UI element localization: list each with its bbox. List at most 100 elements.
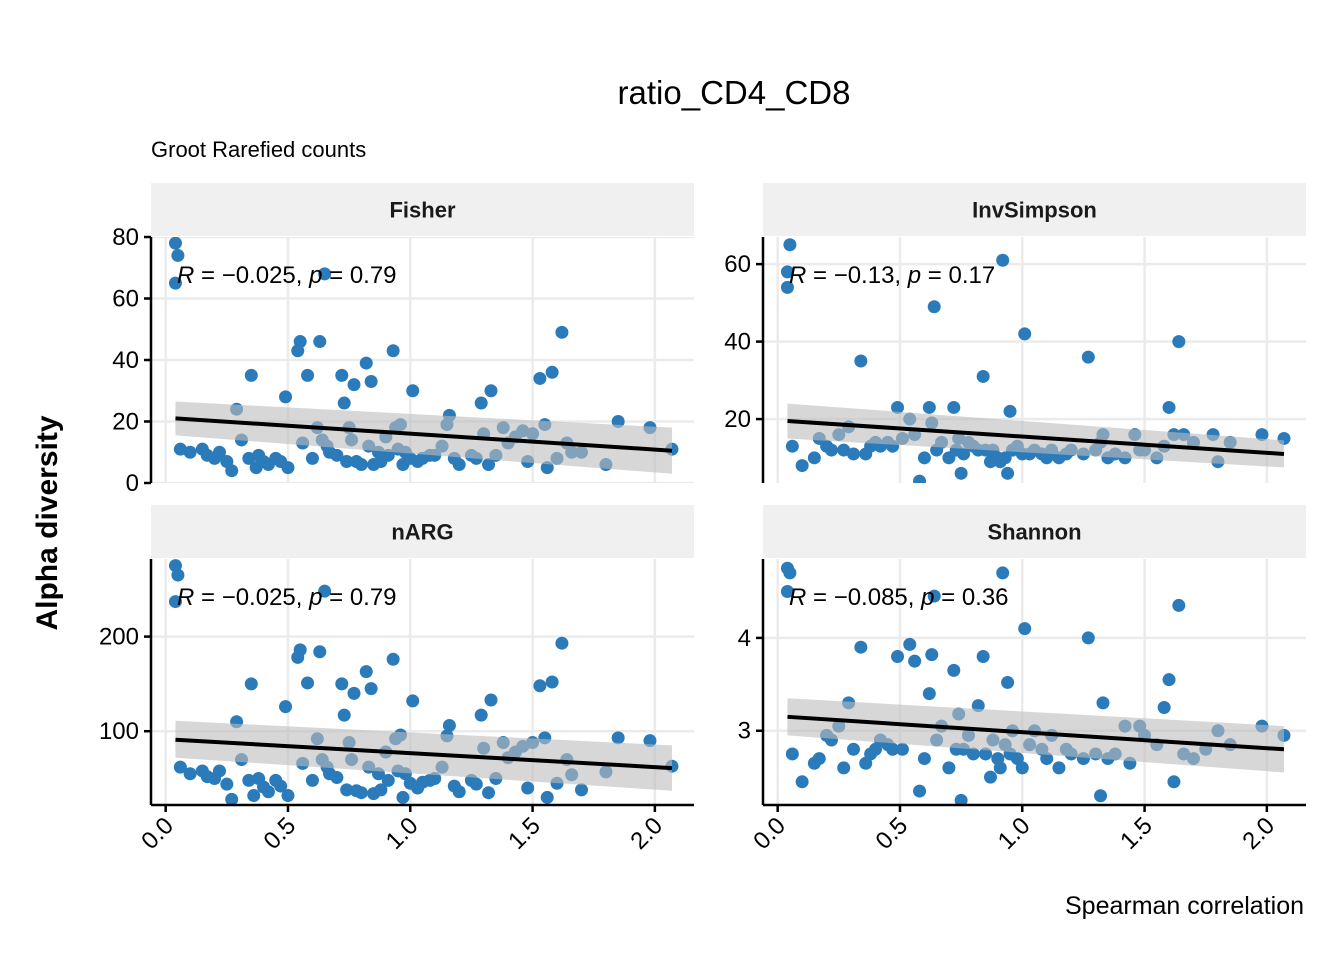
data-point (983, 770, 997, 784)
panel-invsimpson: InvSimpson R = −0.13, p = 0.17 20 40 60 (724, 183, 1306, 483)
data-point (452, 458, 466, 472)
data-point (340, 783, 354, 797)
regression-line (175, 416, 673, 453)
data-point (891, 649, 905, 663)
data-point (780, 265, 794, 279)
data-point (313, 335, 327, 349)
data-point (354, 458, 368, 472)
data-point (171, 568, 185, 582)
data-point (293, 643, 307, 657)
data-point (359, 665, 373, 679)
data-point (305, 451, 319, 465)
x-tick-label: 0.5 (259, 812, 302, 855)
data-point (574, 783, 588, 797)
y-tick-label: 20 (724, 406, 751, 433)
data-point (225, 792, 239, 805)
x-tick-label: 0.5 (871, 812, 914, 855)
confidence-band (787, 698, 1284, 773)
data-point (212, 764, 226, 778)
data-point (785, 439, 799, 453)
data-point (396, 790, 410, 804)
y-tick-label: 60 (112, 286, 139, 313)
data-point (954, 466, 968, 480)
data-point (854, 354, 868, 368)
y-tick-label: 100 (99, 718, 139, 745)
chart-subtitle: Groot Rarefied counts (151, 137, 366, 162)
data-point (1172, 598, 1186, 612)
data-point (785, 747, 799, 761)
data-point (1081, 350, 1095, 364)
data-point (183, 767, 197, 781)
y-tick-label: 60 (724, 251, 751, 278)
data-point (1255, 428, 1269, 442)
data-point (340, 454, 354, 468)
panel-narg: nARG R = −0.025, p = 0.79 100 200 0.0 0.5 1.0 1… (99, 505, 694, 855)
data-point (927, 589, 941, 603)
data-point (540, 461, 554, 475)
data-point (381, 773, 395, 787)
data-point (521, 781, 535, 795)
x-tick-label: 1.0 (381, 812, 424, 855)
data-point (452, 785, 466, 799)
facet-strip (151, 183, 694, 236)
panel-fisher: Fisher R = −0.025, p = 0.79 0 20 40 60 80 (112, 183, 694, 497)
data-point (330, 771, 344, 785)
data-point (183, 445, 197, 459)
data-point (993, 761, 1007, 775)
data-point (812, 752, 826, 766)
x-tick-label: 1.5 (1115, 812, 1158, 855)
panel-plot-area (763, 559, 1306, 805)
x-tick-label: 1.0 (993, 812, 1036, 855)
data-point (783, 566, 797, 580)
data-point (1162, 400, 1176, 414)
data-point (1018, 327, 1032, 341)
facet-strip-label: nARG (391, 520, 453, 545)
data-point (555, 325, 569, 339)
correlation-annotation: R = −0.13, p = 0.17 (789, 262, 995, 289)
data-point (783, 238, 797, 252)
x-tick-label: 0.0 (136, 812, 179, 855)
data-point (533, 679, 547, 693)
data-point (854, 640, 868, 654)
data-point (913, 474, 927, 483)
data-point (917, 752, 931, 766)
y-tick-label: 80 (112, 224, 139, 251)
y-tick-label: 200 (99, 624, 139, 651)
data-point (301, 676, 315, 690)
data-point (281, 461, 295, 475)
panel-shannon: Shannon R = −0.085, p = 0.36 3 4 0.0 0.5 1.0 1.… (738, 505, 1306, 855)
data-point (225, 464, 239, 478)
y-tick-label: 0 (126, 470, 139, 497)
facet-strip (763, 183, 1306, 236)
data-point (242, 773, 256, 787)
data-point (386, 652, 400, 666)
data-point (957, 447, 971, 461)
data-point (474, 708, 488, 722)
data-point (976, 649, 990, 663)
x-tick-label: 0.0 (748, 812, 791, 855)
data-point (482, 458, 496, 472)
data-point (359, 356, 373, 370)
regression-line (787, 419, 1285, 456)
data-point (261, 785, 275, 799)
data-point (1015, 761, 1029, 775)
data-point (482, 786, 496, 800)
data-point (979, 747, 993, 761)
data-point (168, 595, 182, 609)
data-point (318, 267, 332, 281)
data-point (168, 237, 182, 250)
data-point (1157, 701, 1171, 715)
data-point (1052, 761, 1066, 775)
data-point (347, 378, 361, 392)
data-point (364, 375, 378, 389)
data-point (922, 687, 936, 701)
data-point (173, 760, 187, 774)
correlation-annotation: R = −0.025, p = 0.79 (177, 262, 397, 289)
facet-strip-label: InvSimpson (972, 198, 1097, 223)
y-tick-label: 40 (724, 329, 751, 356)
y-tick-label: 40 (112, 347, 139, 374)
data-point (1001, 466, 1015, 480)
data-point (837, 761, 851, 775)
data-point (318, 584, 332, 598)
